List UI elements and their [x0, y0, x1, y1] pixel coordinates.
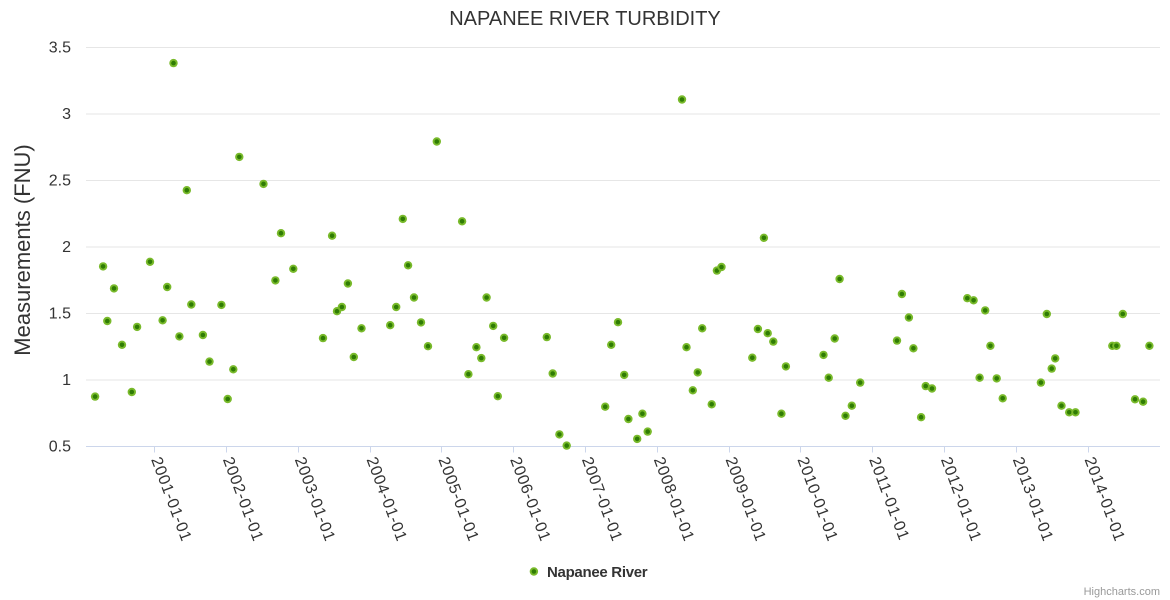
svg-text:2.5: 2.5	[49, 173, 71, 190]
svg-text:Highcharts.com: Highcharts.com	[1084, 586, 1160, 598]
svg-text:3.5: 3.5	[49, 40, 71, 57]
svg-text:3: 3	[62, 106, 71, 123]
svg-text:1.5: 1.5	[49, 306, 71, 323]
svg-text:NAPANEE RIVER TURBIDITY: NAPANEE RIVER TURBIDITY	[449, 8, 721, 30]
svg-text:Measurements (FNU): Measurements (FNU)	[10, 144, 35, 355]
svg-text:2: 2	[62, 239, 71, 256]
svg-text:1: 1	[62, 372, 71, 389]
svg-text:0.5: 0.5	[49, 439, 71, 456]
svg-text:Napanee River: Napanee River	[547, 564, 648, 581]
